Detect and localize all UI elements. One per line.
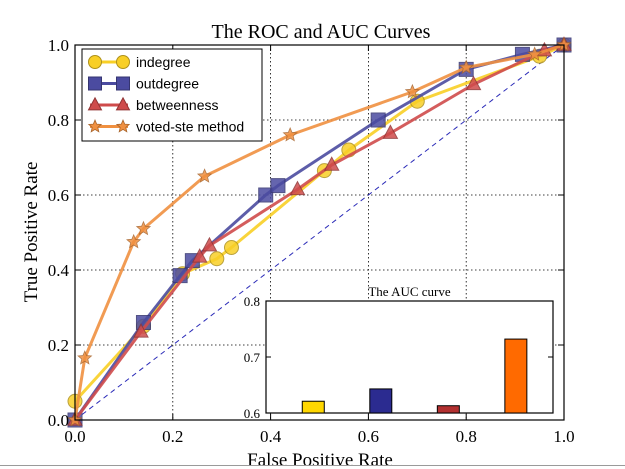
data-point-indegree [209,251,225,267]
series-line-voted-ste-method [73,43,565,421]
y-tick-label: 1.0 [48,36,69,55]
legend-marker [116,76,130,91]
legend-marker [116,55,130,69]
data-point-voted-ste-method [404,83,421,99]
data-point-indegree [223,240,239,255]
data-point-outdegree [370,112,386,128]
data-point-voted-ste-method [282,126,298,142]
legend-marker [88,76,102,91]
main-plot-frame [74,44,565,421]
legend: indegree outdegree betweenness voted-ste me… [81,48,263,142]
data-point-betweenness [289,180,306,196]
data-point-outdegree [270,178,286,194]
inset-y-tick-label: 0.7 [244,350,261,365]
auc-bar-indegree [301,400,325,414]
data-point-voted-ste-method [126,233,142,249]
data-point-voted-ste-method [458,59,474,75]
legend-marker [115,118,131,133]
y-tick-label: 0.6 [48,186,69,205]
y-tick-label: 0.8 [48,111,69,130]
inset-y-tick-label: 0.6 [244,406,261,421]
x-tick-label: 1.0 [553,427,574,446]
data-point-voted-ste-method [77,350,93,365]
data-point-betweenness [323,156,340,171]
series-line-betweenness [73,43,565,421]
data-point-betweenness [133,323,149,338]
inset-title: The AUC curve [368,284,451,299]
auc-inset-chart: The AUC curve 0.6 0.7 0.8 [244,284,554,421]
inset-y-tick-label: 0.8 [244,294,260,309]
chart-title: The ROC and AUC Curves [212,21,431,43]
auc-bar-outdegree [369,388,393,414]
y-axis-label: True Positive Rate [21,162,42,303]
data-point-voted-ste-method [196,168,213,183]
legend-label: outdegree [136,76,199,92]
x-tick-label: 0.6 [358,427,379,446]
legend-label: indegree [136,54,191,70]
window-bottom-rule [0,465,625,466]
legend-marker [87,118,103,133]
data-point-betweenness [201,236,218,252]
x-tick-label: 0.8 [456,427,477,446]
data-point-voted-ste-method [527,46,543,61]
diagonal-reference-line [74,44,565,421]
x-tick-label: 0.0 [64,427,85,446]
legend-label: betweenness [136,97,219,113]
x-axis-label: False Positive Rate [247,450,393,469]
legend-marker [88,55,102,69]
y-tick-label: 0.2 [48,336,69,355]
x-tick-label: 0.4 [260,427,282,446]
legend-marker [87,96,103,111]
y-tick-label: 0.4 [48,261,70,280]
roc-series-layer [67,36,572,428]
data-point-betweenness [382,124,399,139]
y-tick-label: 0.0 [48,411,69,430]
legend-marker [115,96,131,111]
auc-bar-voted-ste-method [504,338,528,414]
data-point-betweenness [465,75,482,91]
x-tick-label: 0.2 [162,427,183,446]
series-line-indegree [73,43,565,403]
data-point-betweenness [191,248,208,263]
main-axis-ticks: 0.0 0.2 0.4 0.6 0.8 1.0 0.0 0.2 0.4 0.6 0.8 1.0 [48,36,575,446]
diagonal-line [74,44,565,421]
legend-label: voted-ste method [136,119,244,135]
auc-bar-betweenness [436,405,460,414]
data-point-outdegree [258,187,274,203]
series-voted-ste-method [67,36,572,427]
data-point-voted-ste-method [135,220,152,236]
